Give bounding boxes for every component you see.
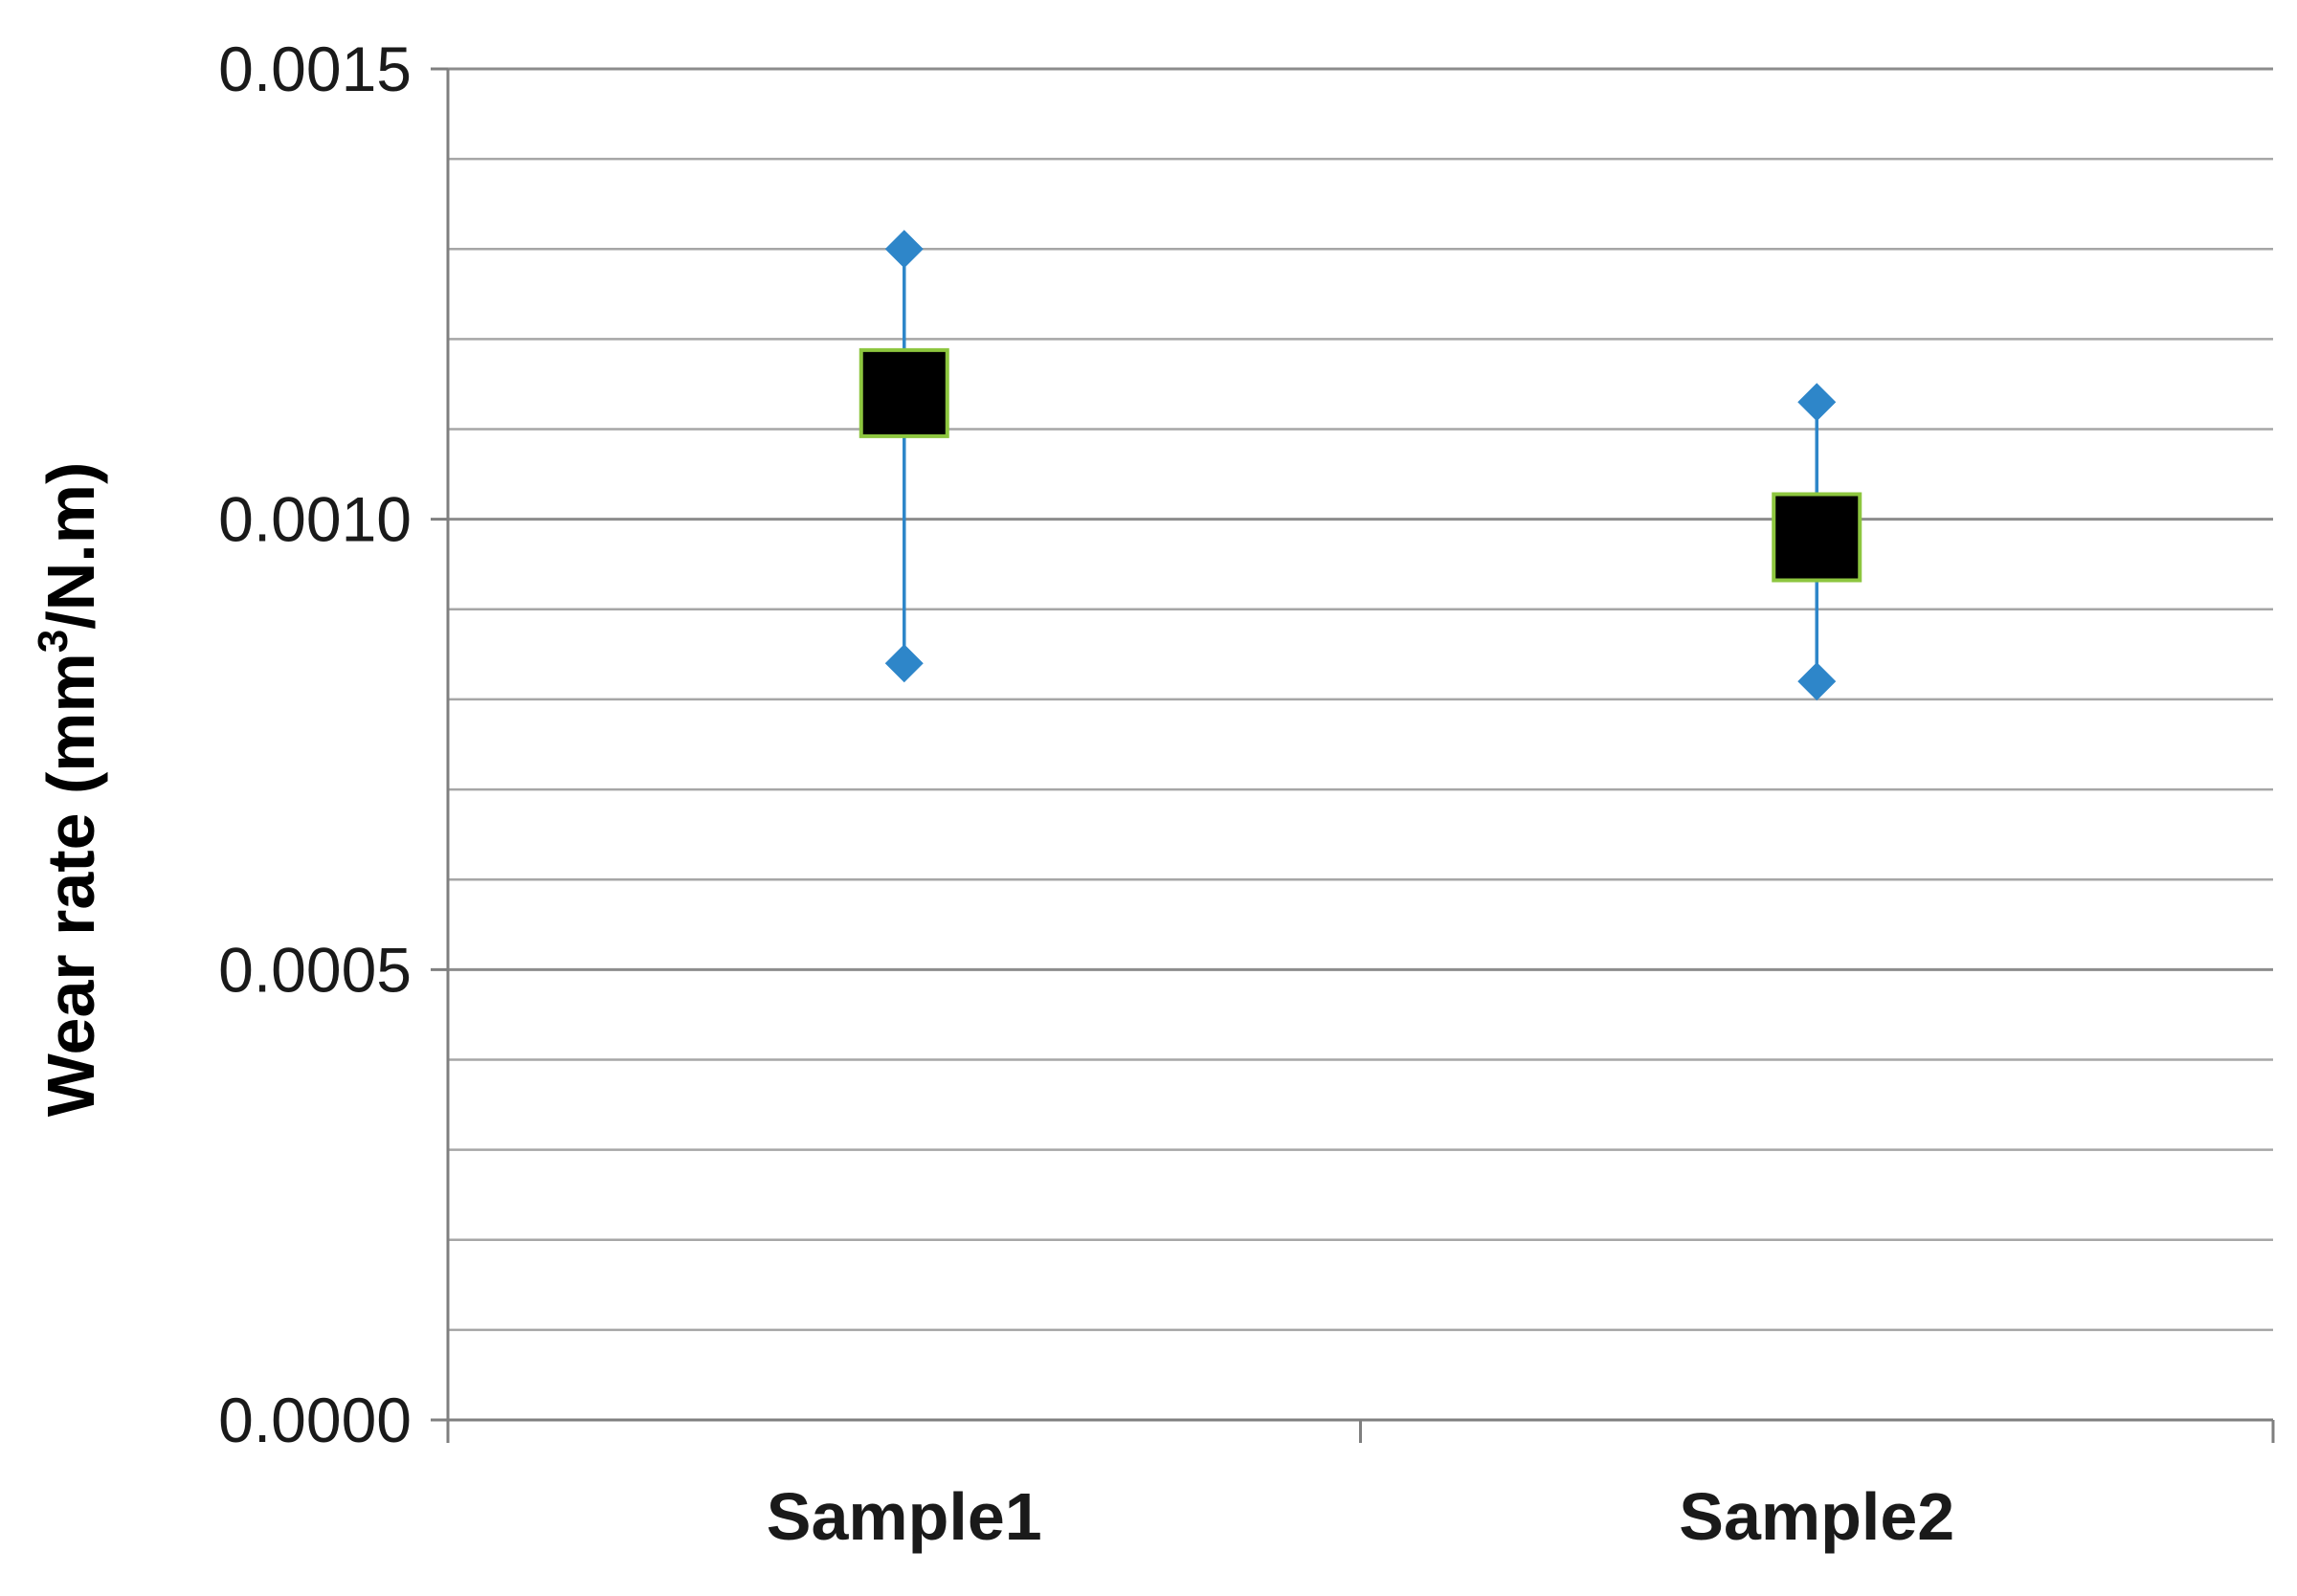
min-marker xyxy=(884,644,924,683)
x-tick-label: Sample2 xyxy=(1679,1479,1954,1554)
data-marks xyxy=(859,230,1862,701)
y-tick-label: 0.0010 xyxy=(218,484,412,555)
grid-lines xyxy=(448,67,2273,1332)
mean-marker xyxy=(859,347,949,438)
max-marker xyxy=(1797,383,1837,422)
y-tick-label: 0.0005 xyxy=(218,934,412,1005)
axes xyxy=(431,67,2275,1443)
y-tick-label: 0.0000 xyxy=(218,1385,412,1455)
y-axis-label: Wear rate (mm3/N.m) xyxy=(30,462,108,1118)
y-axis-label-unit: /N.m) xyxy=(33,462,108,630)
x-tick-labels: Sample1 Sample2 xyxy=(767,1479,1954,1554)
y-tick-label: 0.0015 xyxy=(218,33,412,104)
y-tick-labels: 0.0000 0.0005 0.0010 0.0015 xyxy=(218,33,412,1455)
x-tick-label: Sample1 xyxy=(767,1479,1042,1554)
max-marker xyxy=(884,230,924,269)
y-axis-label-superscript: 3 xyxy=(30,630,77,653)
min-marker xyxy=(1797,662,1837,701)
mean-marker xyxy=(1772,492,1862,583)
y-axis-label-main: Wear rate (mm xyxy=(33,653,108,1117)
